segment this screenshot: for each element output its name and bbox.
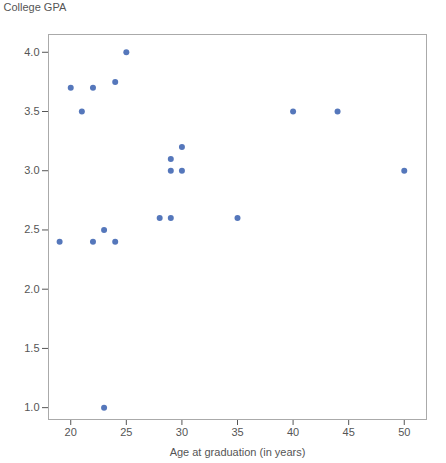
svg-text:1.5: 1.5 <box>24 342 39 354</box>
svg-text:2.0: 2.0 <box>24 283 39 295</box>
svg-text:College GPA: College GPA <box>4 1 67 13</box>
svg-text:20: 20 <box>65 426 77 438</box>
svg-text:35: 35 <box>231 426 243 438</box>
svg-text:40: 40 <box>287 426 299 438</box>
svg-text:3.0: 3.0 <box>24 164 39 176</box>
svg-text:3.5: 3.5 <box>24 105 39 117</box>
svg-text:50: 50 <box>398 426 410 438</box>
svg-text:45: 45 <box>343 426 355 438</box>
svg-text:Age at graduation (in years): Age at graduation (in years) <box>170 446 306 458</box>
svg-text:2.5: 2.5 <box>24 223 39 235</box>
svg-text:30: 30 <box>176 426 188 438</box>
svg-text:25: 25 <box>120 426 132 438</box>
svg-text:1.0: 1.0 <box>24 401 39 413</box>
svg-text:4.0: 4.0 <box>24 46 39 58</box>
